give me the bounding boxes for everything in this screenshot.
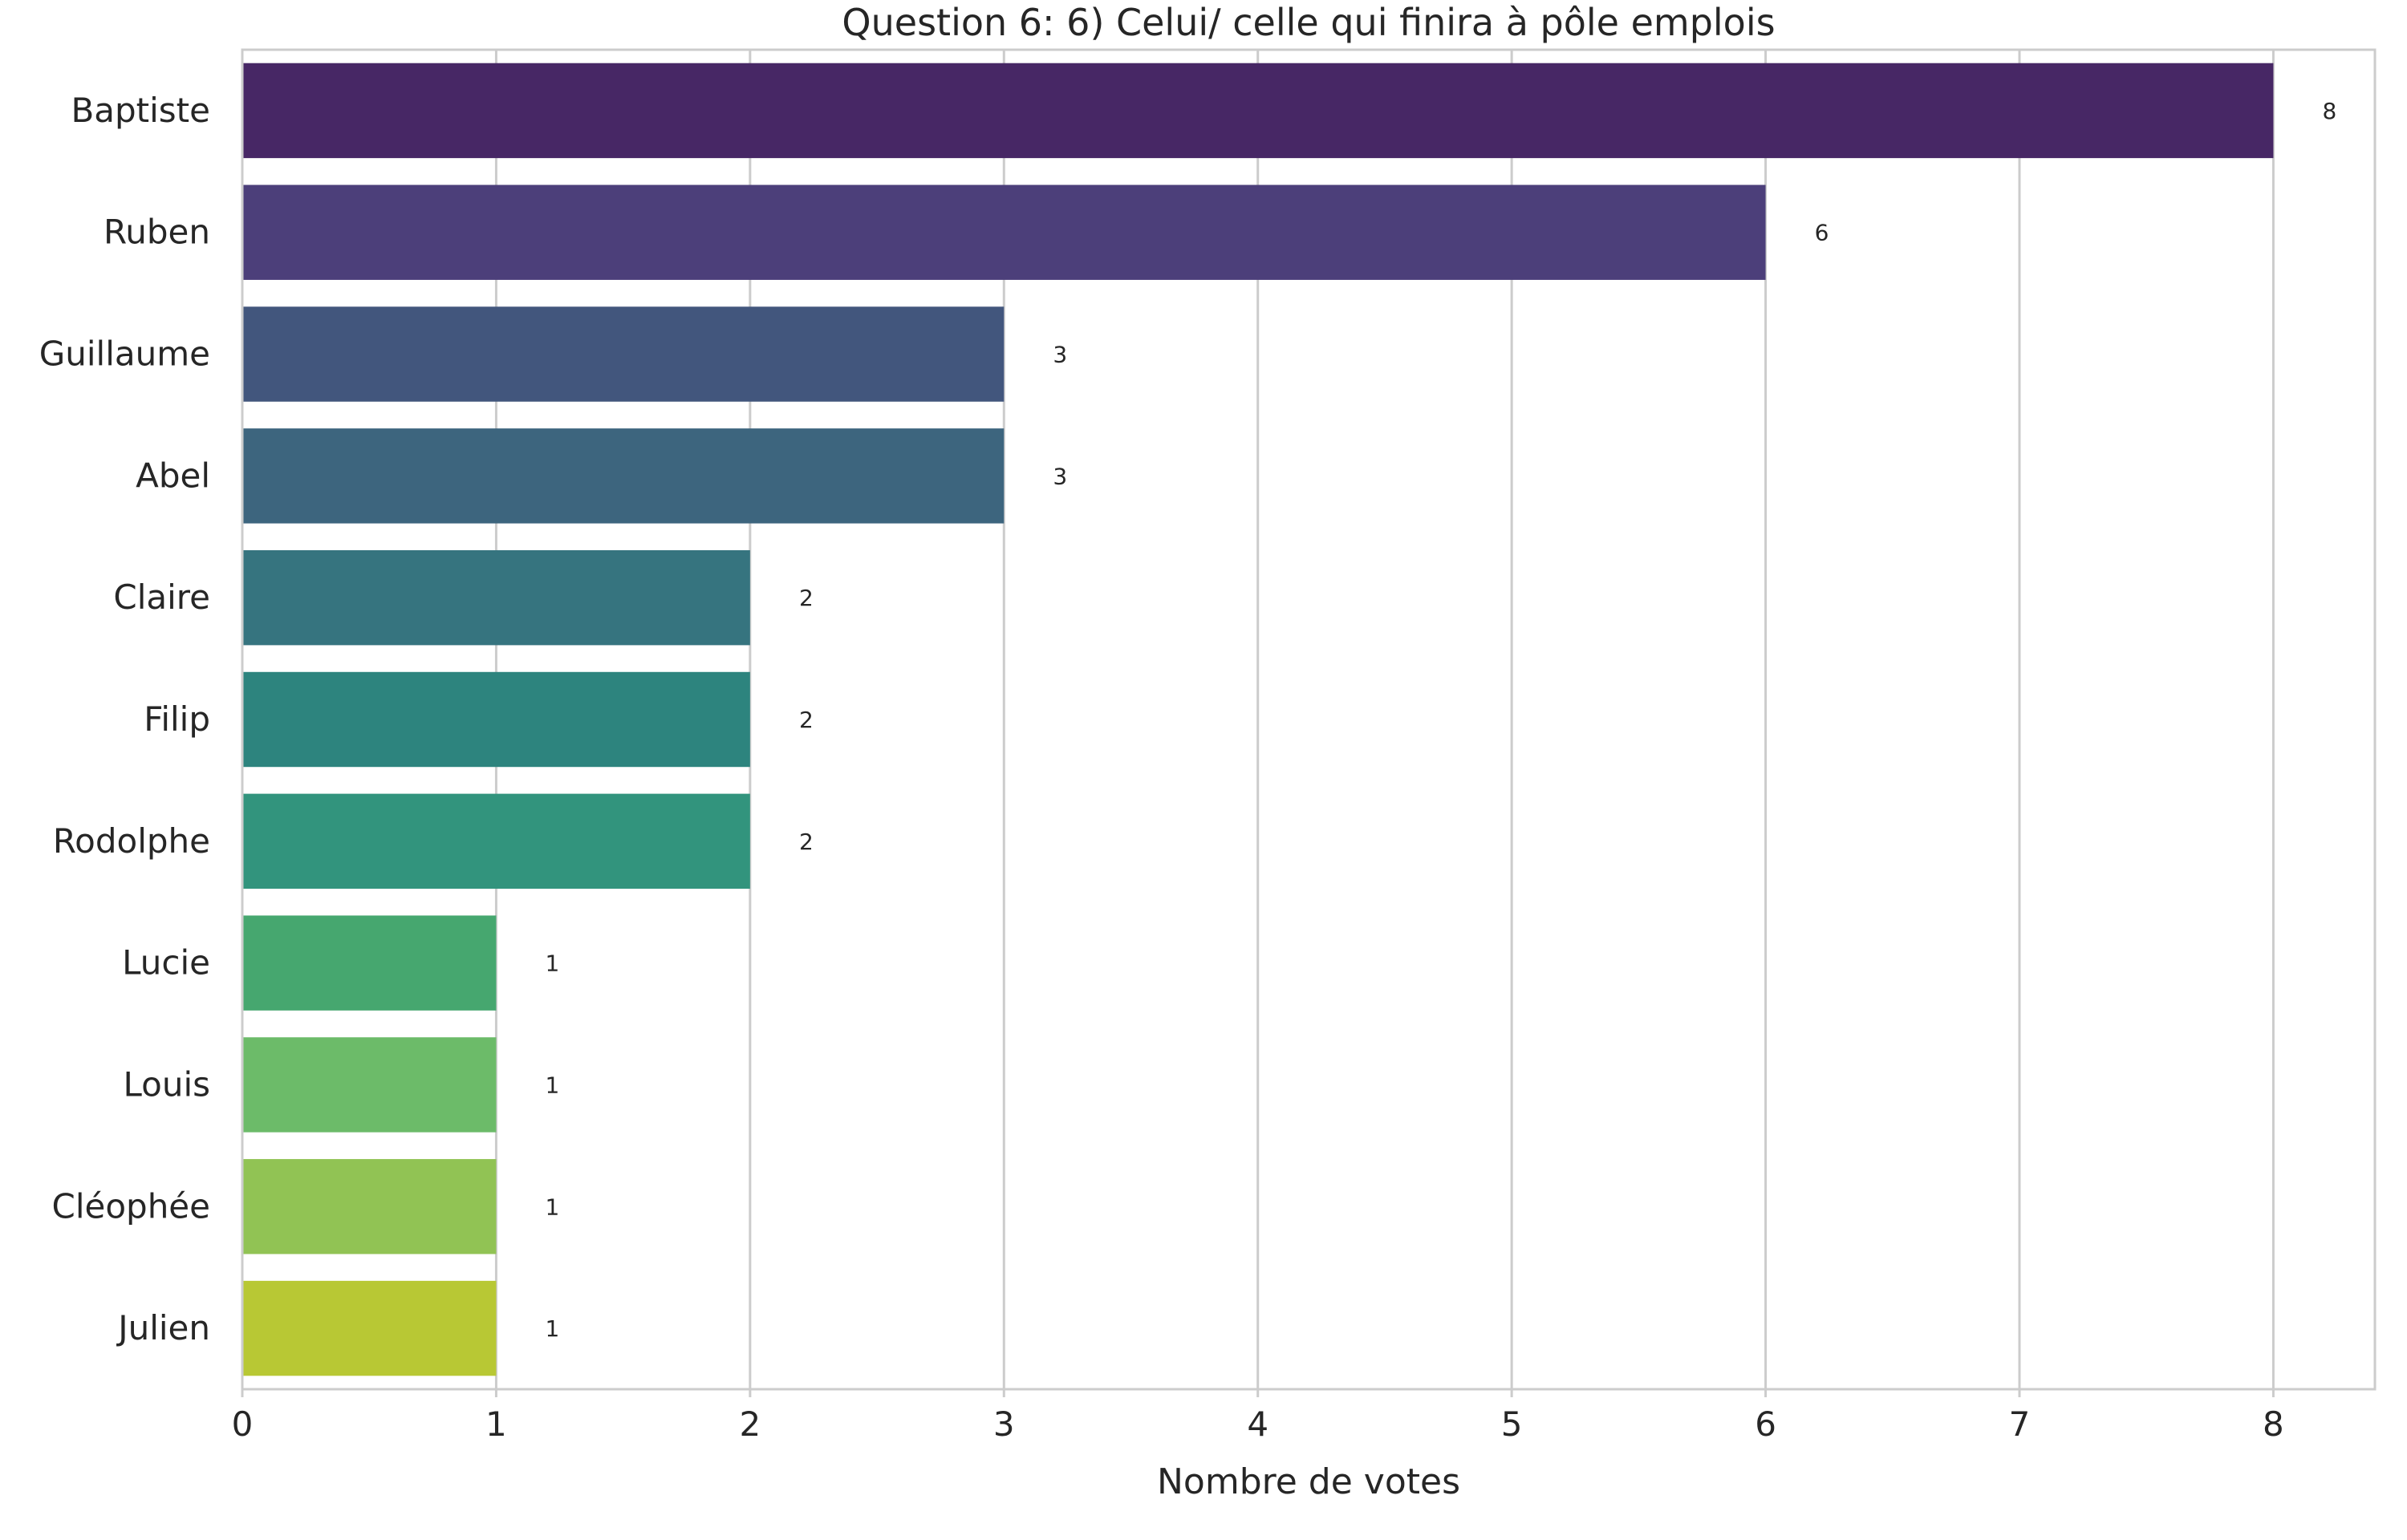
x-tick-label: 5 xyxy=(1501,1404,1523,1444)
x-axis-label: Nombre de votes xyxy=(1157,1461,1460,1502)
value-label: 1 xyxy=(546,1072,560,1098)
x-tick-label: 4 xyxy=(1247,1404,1268,1444)
value-label: 8 xyxy=(2323,98,2337,124)
bar-baptiste xyxy=(242,63,2274,159)
bar-filip xyxy=(242,671,750,768)
x-tick-label: 1 xyxy=(485,1404,507,1444)
category-label: Lucie xyxy=(122,943,210,983)
bar-guillaume xyxy=(242,306,1005,402)
x-axis-ticks: 0 1 2 3 4 5 6 7 8 xyxy=(232,1389,2284,1444)
x-tick-label: 0 xyxy=(232,1404,254,1444)
value-label: 6 xyxy=(1815,220,1829,246)
category-label: Louis xyxy=(123,1064,210,1104)
bar-cléophée xyxy=(242,1159,497,1254)
category-label: Claire xyxy=(113,578,210,617)
x-tick-label: 3 xyxy=(993,1404,1015,1444)
bar-abel xyxy=(242,428,1005,524)
bar-rodolphe xyxy=(242,793,750,890)
value-label: 1 xyxy=(546,1194,560,1220)
value-labels: 8 6 3 3 2 2 2 1 1 1 1 xyxy=(546,98,2337,1342)
x-tick-label: 6 xyxy=(1755,1404,1776,1444)
bar-lucie xyxy=(242,915,497,1011)
category-label: Julien xyxy=(116,1308,210,1348)
plot-frame xyxy=(241,48,2377,1391)
value-label: 2 xyxy=(799,585,814,611)
category-label: Guillaume xyxy=(39,334,210,374)
bar-ruben xyxy=(242,184,1766,280)
value-label: 3 xyxy=(1053,342,1067,368)
chart-title: Question 6: 6) Celui/ celle qui finira à… xyxy=(842,1,1775,44)
bar-claire xyxy=(242,549,750,646)
bar-louis xyxy=(242,1037,497,1133)
category-label: Filip xyxy=(144,699,210,739)
category-label: Ruben xyxy=(104,213,210,252)
category-label: Baptiste xyxy=(71,91,210,130)
value-label: 3 xyxy=(1053,463,1067,489)
value-label: 2 xyxy=(799,707,814,733)
bar-julien xyxy=(242,1280,497,1376)
category-label: Rodolphe xyxy=(53,821,210,861)
x-tick-label: 2 xyxy=(739,1404,761,1444)
value-label: 1 xyxy=(546,1315,560,1342)
x-tick-label: 8 xyxy=(2263,1404,2284,1444)
category-label: Cléophée xyxy=(52,1186,211,1226)
value-label: 2 xyxy=(799,829,814,855)
value-label: 1 xyxy=(546,950,560,977)
category-label: Abel xyxy=(136,456,210,495)
category-labels: Baptiste Ruben Guillaume Abel Claire Filip Rod… xyxy=(39,91,210,1348)
bars xyxy=(242,63,2274,1376)
x-tick-label: 7 xyxy=(2009,1404,2031,1444)
